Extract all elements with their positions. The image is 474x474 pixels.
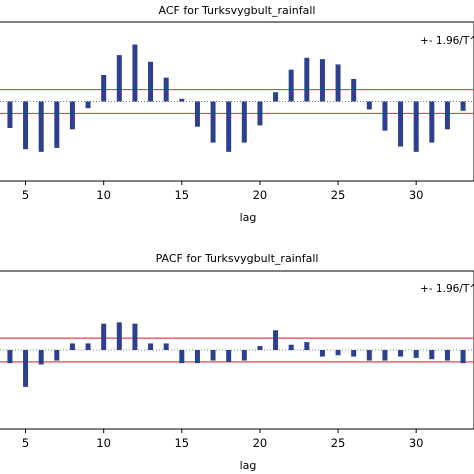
- pacf-tick-label-5: 5: [22, 436, 29, 450]
- acf-bar-lag-14: [163, 77, 169, 102]
- acf-bar-lag-33: [460, 101, 466, 111]
- acf-bar-lag-12: [132, 44, 138, 102]
- pacf-plot-frame: [0, 270, 474, 430]
- pacf-title: PACF for Turksvygbult_rainfall: [156, 252, 319, 265]
- pacf-tick-label-25: 25: [331, 436, 346, 450]
- acf-x-axis-ticks: 5 10 15 20 25 30: [22, 181, 424, 202]
- pacf-panel: PACF for Turksvygbult_rainfall +- 1.96/T…: [0, 252, 474, 472]
- pacf-bar-lag-26: [351, 350, 357, 357]
- acf-bar-lag-16: [194, 101, 200, 127]
- acf-bar-lag-21: [273, 92, 279, 102]
- pacf-bar-lag-22: [288, 344, 294, 350]
- pacf-legend-label: +- 1.96/T^0.5: [420, 283, 474, 295]
- pacf-bar-lag-23: [304, 342, 310, 350]
- acf-panel: ACF for Turksvygbult_rainfall +- 1.96/T^…: [0, 4, 474, 224]
- acf-bar-lag-30: [413, 101, 419, 152]
- pacf-bar-lag-4: [7, 350, 13, 364]
- acf-bar-lag-26: [351, 78, 357, 102]
- pacf-bar-lag-17: [210, 350, 216, 361]
- acf-title: ACF for Turksvygbult_rainfall: [159, 4, 316, 17]
- pacf-confidence-band: [0, 337, 473, 363]
- pacf-bar-lag-13: [148, 343, 154, 350]
- pacf-bar-lag-15: [179, 350, 185, 364]
- acf-bar-lag-23: [304, 57, 310, 102]
- pacf-bars: [7, 322, 466, 387]
- acf-bar-lag-28: [382, 101, 388, 131]
- acf-tick-label-5: 5: [22, 188, 29, 202]
- pacf-tick-label-10: 10: [96, 436, 111, 450]
- acf-bar-lag-10: [101, 75, 107, 102]
- acf-bar-lag-8: [69, 101, 75, 130]
- pacf-bar-lag-24: [319, 350, 325, 357]
- pacf-bar-lag-19: [241, 350, 247, 361]
- pacf-bar-lag-21: [273, 330, 279, 350]
- pacf-bar-lag-16: [194, 350, 200, 364]
- pacf-bar-lag-5: [23, 350, 29, 387]
- pacf-bar-lag-33: [460, 350, 466, 364]
- acf-bar-lag-5: [23, 101, 29, 150]
- acf-x-axis-label: lag: [240, 211, 257, 224]
- pacf-tick-label-20: 20: [253, 436, 268, 450]
- acf-bar-lag-6: [38, 101, 44, 152]
- acf-bar-lag-18: [226, 101, 232, 152]
- pacf-bar-lag-11: [116, 322, 122, 350]
- acf-tick-label-10: 10: [96, 188, 111, 202]
- pacf-tick-label-30: 30: [409, 436, 424, 450]
- pacf-tick-label-15: 15: [174, 436, 189, 450]
- acf-bar-lag-11: [116, 55, 122, 102]
- acf-bar-lag-31: [429, 101, 435, 143]
- acf-bar-lag-27: [366, 101, 372, 110]
- pacf-bar-lag-32: [444, 350, 450, 361]
- acf-bars: [7, 44, 466, 152]
- pacf-bar-lag-29: [398, 350, 404, 357]
- acf-plot-frame: [0, 21, 474, 182]
- pacf-bar-lag-18: [226, 350, 232, 362]
- pacf-bar-lag-28: [382, 350, 388, 361]
- pacf-bar-lag-30: [413, 350, 419, 358]
- pacf-bar-lag-9: [85, 343, 91, 350]
- acf-bar-lag-7: [54, 101, 60, 148]
- acf-legend-label: +- 1.96/T^0.5: [420, 35, 474, 47]
- pacf-bar-lag-8: [69, 343, 75, 350]
- acf-tick-label-15: 15: [174, 188, 189, 202]
- acf-bar-lag-25: [335, 64, 341, 102]
- pacf-x-axis-label: lag: [240, 459, 257, 472]
- acf-bar-lag-24: [319, 59, 325, 102]
- acf-bar-lag-4: [7, 101, 13, 128]
- acf-bar-lag-13: [148, 61, 154, 102]
- acf-bar-lag-22: [288, 69, 294, 102]
- acf-bar-lag-20: [257, 101, 263, 126]
- pacf-bar-lag-27: [366, 350, 372, 361]
- acf-tick-label-25: 25: [331, 188, 346, 202]
- pacf-bar-lag-20: [257, 346, 263, 350]
- pacf-bar-lag-14: [163, 343, 169, 350]
- acf-bar-lag-17: [210, 101, 216, 143]
- pacf-bar-lag-31: [429, 350, 435, 360]
- pacf-bar-lag-25: [335, 350, 341, 356]
- pacf-bar-lag-10: [101, 323, 107, 350]
- pacf-bar-lag-7: [54, 350, 60, 361]
- pacf-bar-lag-12: [132, 323, 138, 350]
- pacf-x-axis-ticks: 5 10 15 20 25 30: [22, 429, 424, 450]
- pacf-bar-lag-6: [38, 350, 44, 365]
- acf-tick-label-30: 30: [409, 188, 424, 202]
- acf-bar-lag-19: [241, 101, 247, 143]
- acf-bar-lag-15: [179, 98, 185, 102]
- acf-bar-lag-9: [85, 101, 91, 109]
- acf-tick-label-20: 20: [253, 188, 268, 202]
- acf-bar-lag-29: [398, 101, 404, 147]
- acf-bar-lag-32: [444, 101, 450, 130]
- acf-confidence-band: [0, 88, 473, 115]
